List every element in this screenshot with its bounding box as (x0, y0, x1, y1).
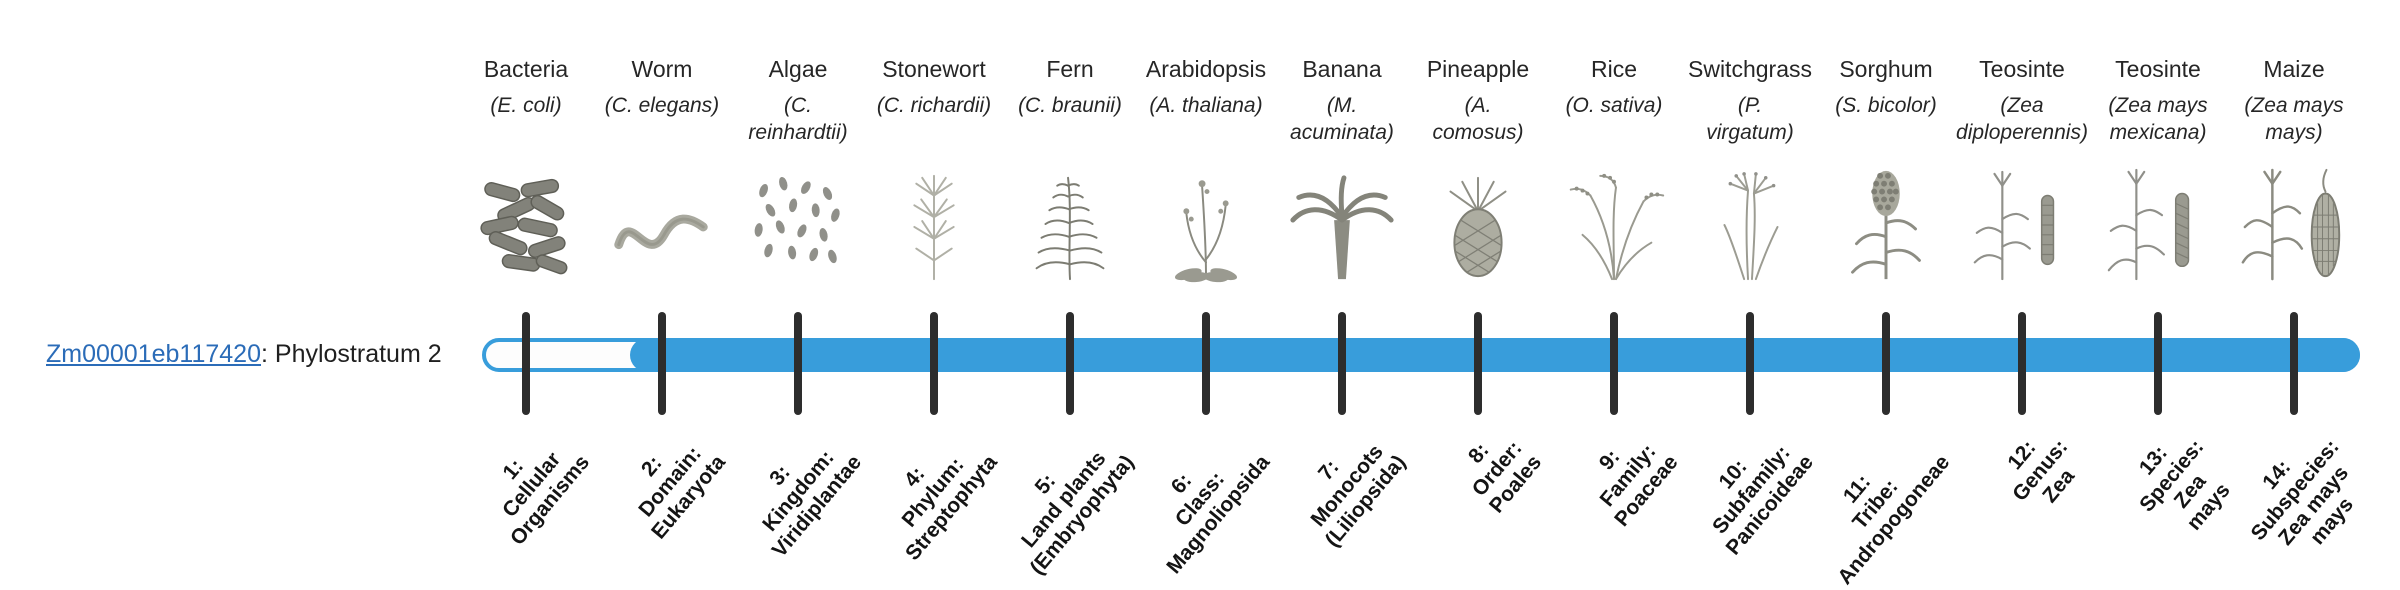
stratum-tick (658, 312, 666, 415)
stratum-rank-label: 7: Monocots (Liliopsida) (1306, 440, 1411, 552)
organism-common-name: Switchgrass (1688, 56, 1812, 82)
organism-common-name: Fern (1046, 56, 1094, 82)
organism-common-name: Teosinte (1979, 56, 2065, 82)
organism-scientific-name: (M. acuminata) (1290, 94, 1394, 144)
stratum-tick (1338, 312, 1346, 415)
worm-icon (603, 164, 721, 286)
organism-scientific-name: (A. thaliana) (1149, 94, 1263, 117)
stratum-tick (2154, 312, 2162, 415)
organism-scientific-name: (E. coli) (490, 94, 562, 117)
stratum-rank-label: 8: Order: Poales (1464, 436, 1547, 518)
organism-scientific-name: (Zea mays mexicana) (2108, 94, 2208, 144)
stratum-tick (794, 312, 802, 415)
stratum-column: Rice (O. sativa) 9: Family: Poaceae (1539, 0, 1689, 580)
organism-common-name: Algae (768, 56, 828, 82)
sorghum-icon (1827, 164, 1945, 286)
organism-common-name: Bacteria (483, 56, 569, 82)
organism-scientific-name: (C. braunii) (1018, 94, 1122, 117)
organism-common-name: Worm (631, 56, 693, 82)
stratum-column: Algae (C. reinhardtii) 3: Kingdom: Virid… (723, 0, 873, 580)
stratum-column: Teosinte (Zea diploperennis) 12: Genus: … (1947, 0, 2097, 580)
phylostrata-bar-fill (630, 338, 2360, 372)
stonewort-icon (875, 164, 993, 286)
organism-scientific-name: (P. virgatum) (1706, 94, 1794, 144)
stratum-tick (1066, 312, 1074, 415)
organism-scientific-name: (Zea diploperennis) (1956, 94, 2088, 144)
teosinte-mexicana-icon (2099, 164, 2217, 286)
organism-common-name: Teosinte (2115, 56, 2201, 82)
stratum-column: Pineapple (A. comosus) 8: Order: Poales (1403, 0, 1553, 580)
stratum-tick (1746, 312, 1754, 415)
stratum-tick (2290, 312, 2298, 415)
stratum-tick (930, 312, 938, 415)
stratum-rank-label: 3: Kingdom: Viridiplantae (758, 446, 867, 562)
stratum-tick (1202, 312, 1210, 415)
stratum-rank-label: 6: Class: Magnoliopsida (1162, 450, 1275, 579)
stratum-column: Banana (M. acuminata) 7: Monocots (Lilio… (1267, 0, 1417, 580)
stratum-column: Fern (C. braunii) 5: Land plants (Embryo… (995, 0, 1145, 580)
organism-scientific-name: (C. elegans) (604, 94, 720, 117)
pineapple-icon (1419, 164, 1537, 286)
switchgrass-icon (1691, 164, 1809, 286)
arabidopsis-icon (1147, 164, 1265, 286)
stratum-tick (1610, 312, 1618, 415)
stratum-rank-label: 4: Phylum: Streptophyta (898, 450, 1003, 565)
stratum-column: Sorghum (S. bicolor) 11: Tribe: Andropog… (1811, 0, 1961, 589)
stratum-column: Arabidopsis (A. thaliana) 6: Class: Magn… (1131, 0, 1281, 580)
organism-common-name: Pineapple (1426, 56, 1530, 82)
stratum-tick (2018, 312, 2026, 415)
bacteria-icon (467, 164, 585, 286)
stratum-rank-label: 14: Subspecies: Zea mays mays (2246, 435, 2359, 550)
maize-icon (2235, 164, 2353, 286)
fern-icon (1011, 164, 1129, 286)
stratum-column: Teosinte (Zea mays mexicana) 13: Species… (2083, 0, 2234, 580)
organism-scientific-name: (O. sativa) (1565, 94, 1663, 117)
stratum-column: Maize (Zea mays mays) 14: Subspecies: Ze… (2219, 0, 2369, 580)
stratum-column: Switchgrass (P. virgatum) 10: Subfamily:… (1675, 0, 1825, 580)
rice-plant-icon (1555, 164, 1673, 286)
banana-plant-icon (1283, 164, 1401, 286)
organism-common-name: Maize (2263, 56, 2325, 82)
stratum-tick (1474, 312, 1482, 415)
organism-scientific-name: (C. reinhardtii) (748, 94, 848, 144)
organism-scientific-name: (A. comosus) (1432, 94, 1524, 144)
gene-stratum-text: : Phylostratum 2 (261, 340, 442, 368)
stratum-column: Worm (C. elegans) 2: Domain: Eukaryota (587, 0, 737, 580)
organism-common-name: Rice (1590, 56, 1637, 82)
stratum-tick (522, 312, 530, 415)
organism-scientific-name: (Zea mays mays) (2244, 94, 2344, 144)
stratum-rank-label: 9: Family: Poaceae (1594, 439, 1683, 531)
stratum-rank-label: 1: Cellular Organisms (498, 447, 595, 550)
organism-common-name: Arabidopsis (1145, 56, 1267, 82)
stratum-rank-label: 11: Tribe: Andropogoneae (1833, 450, 1955, 589)
organism-scientific-name: (C. richardii) (876, 94, 992, 117)
stratum-rank-label: 12: Genus: Zea (2002, 435, 2079, 508)
stratum-rank-label: 5: Land plants (Embryophyta) (1016, 447, 1139, 580)
gene-label: Zm00001eb117420: Phylostratum 2 (46, 340, 442, 369)
organism-scientific-name: (S. bicolor) (1835, 94, 1937, 117)
stratum-rank-label: 2: Domain: Eukaryota (634, 442, 731, 544)
stratum-column: Stonewort (C. richardii) 4: Phylum: Stre… (859, 0, 1009, 580)
gene-id-link[interactable]: Zm00001eb117420 (46, 340, 261, 368)
stratum-column: Bacteria (E. coli) 1: Cellular Organisms (451, 0, 601, 580)
organism-common-name: Stonewort (882, 56, 986, 82)
algae-icon (739, 164, 857, 286)
organism-common-name: Banana (1302, 56, 1382, 82)
stratum-tick (1882, 312, 1890, 415)
organism-common-name: Sorghum (1839, 56, 1933, 82)
teosinte-icon (1963, 164, 2081, 286)
